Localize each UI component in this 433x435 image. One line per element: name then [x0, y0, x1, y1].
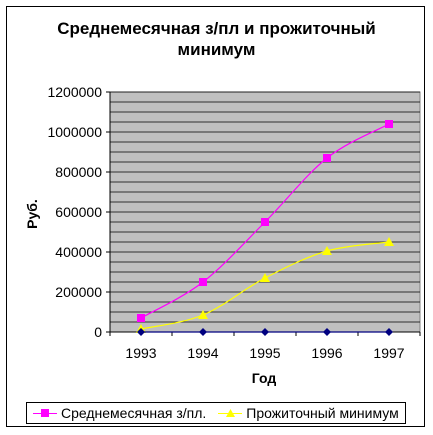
legend-label-minimum: Прожиточный минимум [246, 405, 399, 421]
y-axis-label-wrap: Руб. [16, 199, 46, 230]
data-point-triangle [322, 246, 332, 255]
x-tick-label: 1994 [187, 345, 218, 361]
data-point-diamond [137, 328, 145, 336]
y-tick-label: 600000 [55, 204, 102, 220]
legend-item-salary: Среднемесячная з/пл. [33, 405, 206, 421]
x-tick-label: 1996 [311, 345, 342, 361]
data-point-diamond [261, 328, 269, 336]
data-point-square [323, 154, 331, 162]
triangle-marker-icon [226, 409, 236, 417]
y-tick-label: 0 [94, 324, 102, 340]
data-point-square [137, 314, 145, 322]
y-tick-label: 1200000 [47, 84, 102, 100]
data-point-triangle [384, 237, 394, 246]
legend-swatch-salary [33, 406, 57, 420]
x-tick-label: 1995 [249, 345, 280, 361]
chart-title: Среднемесячная з/пл и прожиточный миниму… [0, 18, 433, 60]
data-point-triangle [260, 273, 270, 282]
square-marker-icon [41, 409, 49, 417]
chart-title-line-2: минимум [177, 40, 256, 59]
legend-swatch-minimum [218, 406, 243, 420]
data-point-square [261, 218, 269, 226]
plot-svg: 0 200000 400000 600000 800000 1000000 1200000 1… [47, 84, 421, 361]
legend-item-minimum: Прожиточный минимум [218, 405, 399, 421]
x-tick-label: 1993 [125, 345, 156, 361]
data-point-diamond [199, 328, 207, 336]
data-point-triangle [198, 310, 208, 319]
y-tick-label: 1000000 [47, 124, 102, 140]
x-tick-label: 1997 [373, 345, 404, 361]
y-tick-label: 200000 [55, 284, 102, 300]
y-tick-label: 400000 [55, 244, 102, 260]
data-point-square [199, 278, 207, 286]
y-axis-label: Руб. [24, 199, 40, 229]
legend-label-salary: Среднемесячная з/пл. [61, 405, 207, 421]
data-point-square [385, 120, 393, 128]
legend: Среднемесячная з/пл. Прожиточный минимум [26, 402, 406, 424]
data-point-diamond [385, 328, 393, 336]
y-tick-label: 800000 [55, 164, 102, 180]
x-axis-label: Год [251, 370, 277, 386]
data-point-diamond [323, 328, 331, 336]
chart-title-line-1: Среднемесячная з/пл и прожиточный [57, 19, 376, 38]
